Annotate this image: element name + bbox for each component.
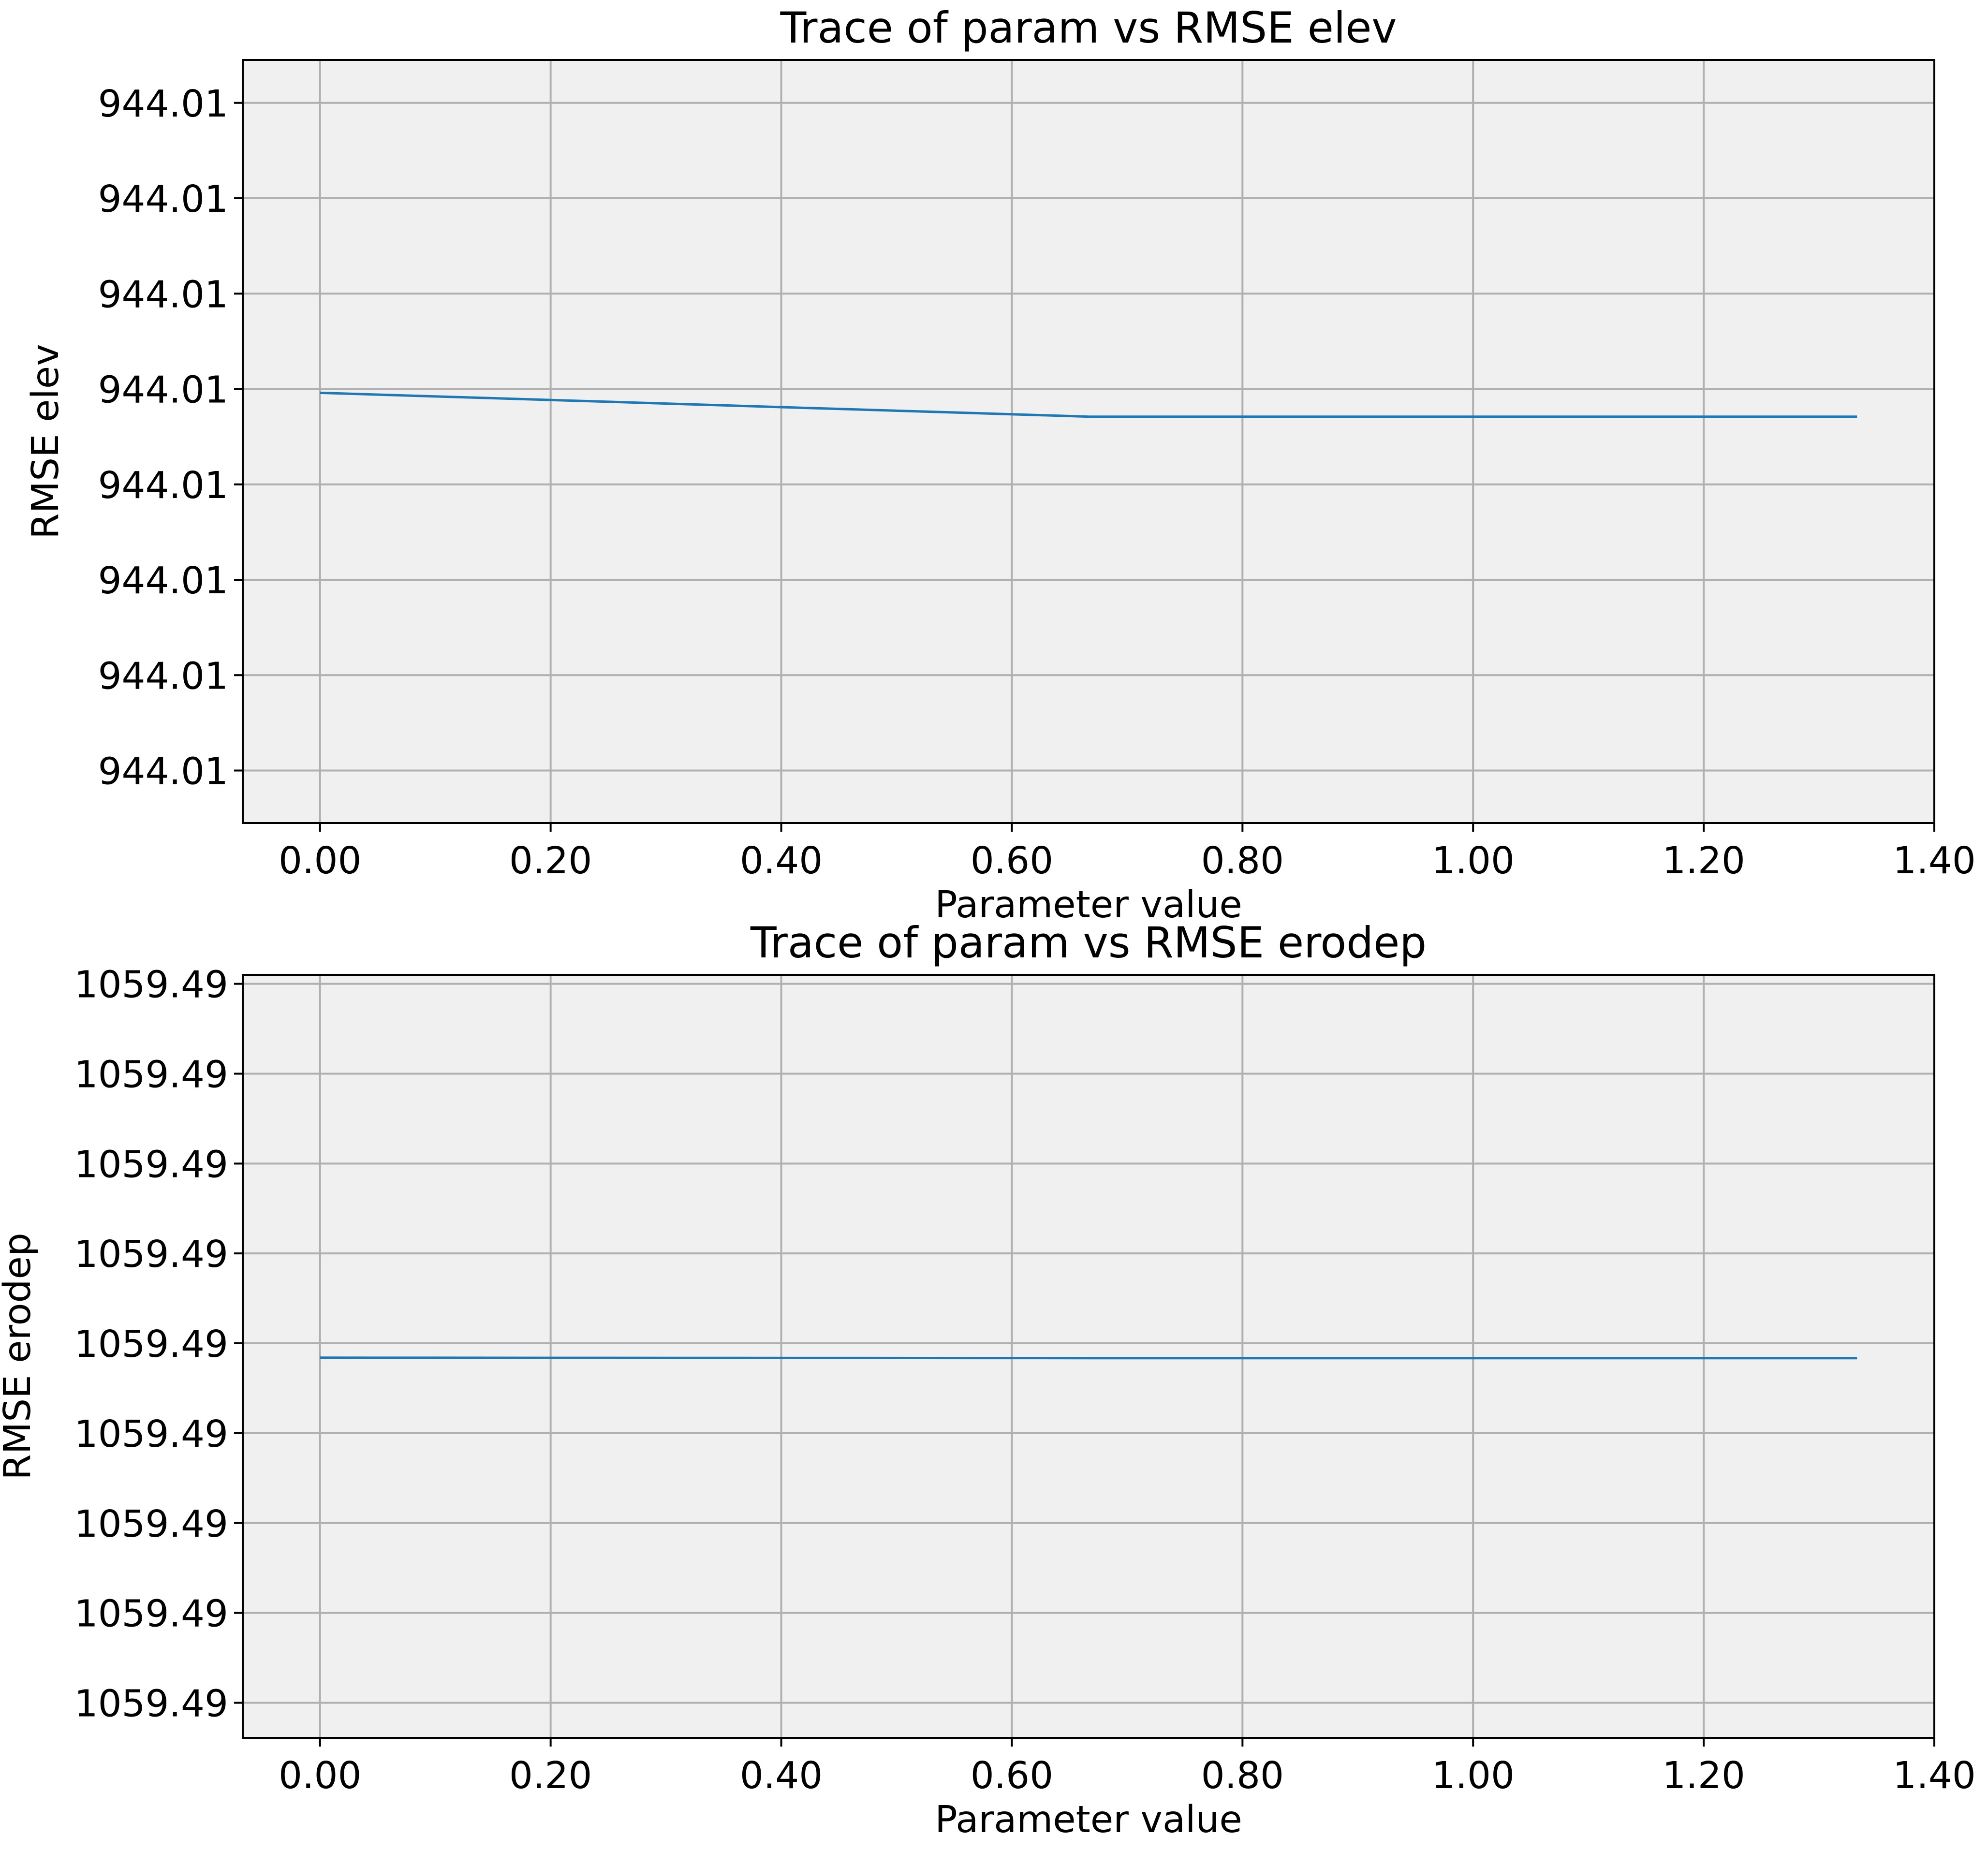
- x-tick-label: 1.00: [1431, 1754, 1514, 1797]
- x-tick-label: 0.20: [509, 1754, 592, 1797]
- x-tick-label: 0.20: [509, 839, 592, 882]
- x-tick-label: 0.00: [279, 839, 361, 882]
- x-axis-label-erodep: Parameter value: [935, 1798, 1242, 1841]
- series-line-elev: [320, 391, 1857, 418]
- y-tick-label: 944.01: [98, 178, 228, 221]
- y-tick-label: 944.01: [98, 750, 228, 793]
- axes-frame-elev: [242, 59, 1935, 824]
- x-tick-label: 1.20: [1662, 1754, 1745, 1797]
- series-elev: [320, 391, 1857, 418]
- x-tick-label: 1.20: [1662, 839, 1745, 882]
- x-tick-label: 0.60: [971, 839, 1053, 882]
- y-tick-label: 944.01: [98, 464, 228, 507]
- axes-frame-erodep: [242, 974, 1935, 1739]
- x-tick-label: 0.40: [740, 1754, 823, 1797]
- x-tick-label: 1.40: [1893, 839, 1975, 882]
- y-tick-label: 1059.49: [74, 1683, 228, 1726]
- y-tick-label: 944.01: [98, 559, 228, 602]
- x-tick-label: 0.40: [740, 839, 823, 882]
- plot-area-erodep: [243, 975, 1934, 1738]
- y-tick-label: 1059.49: [74, 1503, 228, 1546]
- x-tick-label: 1.40: [1893, 1754, 1975, 1797]
- chart-title-elev: Trace of param vs RMSE elev: [780, 3, 1397, 53]
- ticks-erodep: 0.00 0.20 0.40 0.60 0.80 1.00 1.20 1.40 1059.49 1…: [74, 964, 1976, 1797]
- y-tick-label: 1059.49: [74, 1143, 228, 1186]
- y-tick-label: 1059.49: [74, 1233, 228, 1276]
- x-tick-label: 0.00: [279, 1754, 361, 1797]
- y-tick-label: 1059.49: [74, 1593, 228, 1636]
- x-tick-label: 1.00: [1431, 839, 1514, 882]
- ticks-elev: 0.00 0.20 0.40 0.60 0.80 1.00 1.20 1.40 944.01 94…: [98, 83, 1976, 882]
- chart-erodep: 0.00 0.20 0.40 0.60 0.80 1.00 1.20 1.40 1059.49 1…: [0, 918, 1976, 1841]
- chart-title-erodep: Trace of param vs RMSE erodep: [750, 918, 1427, 968]
- x-axis-label-elev: Parameter value: [935, 883, 1242, 926]
- x-tick-label: 0.80: [1201, 1754, 1284, 1797]
- x-tick-label: 0.60: [971, 1754, 1053, 1797]
- y-tick-label: 944.01: [98, 369, 228, 412]
- grid-erodep: [243, 975, 1935, 1738]
- y-tick-label: 1059.49: [74, 1413, 228, 1456]
- plot-area-elev: [243, 60, 1934, 823]
- y-tick-label: 1059.49: [74, 1053, 228, 1096]
- y-tick-label: 944.01: [98, 83, 228, 126]
- y-axis-label-erodep: RMSE erodep: [0, 1233, 39, 1480]
- y-tick-label: 944.01: [98, 273, 228, 316]
- y-tick-label: 944.01: [98, 655, 228, 698]
- x-tick-label: 0.80: [1201, 839, 1284, 882]
- chart-elev: 0.00 0.20 0.40 0.60 0.80 1.00 1.20 1.40 944.01 94…: [24, 3, 1976, 926]
- y-tick-label: 1059.49: [74, 1323, 228, 1366]
- y-tick-label: 1059.49: [74, 964, 228, 1007]
- y-axis-label-elev: RMSE elev: [24, 344, 67, 539]
